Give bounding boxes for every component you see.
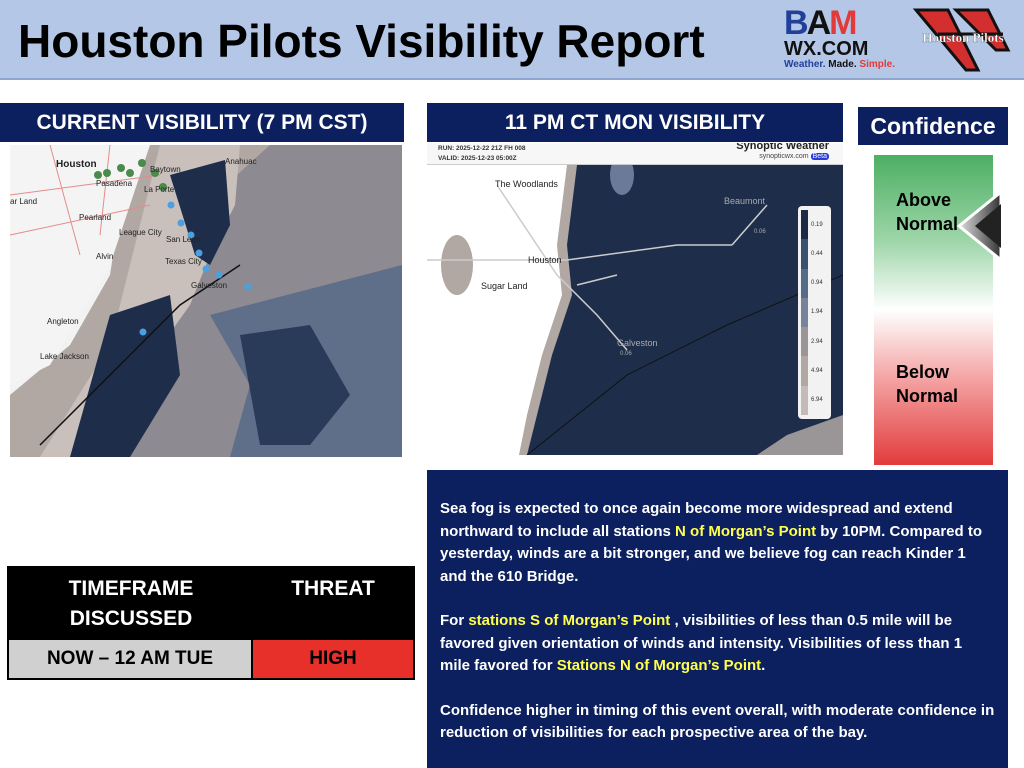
timeframe-cell: NOW – 12 AM TUE — [9, 640, 253, 678]
map-label: Angleton — [47, 317, 79, 326]
map-label: Houston — [528, 255, 562, 265]
legend-swatch — [801, 327, 808, 357]
bam-logo: BAM WX.COM Weather. Made. Simple. — [784, 4, 895, 70]
current-visibility-header: CURRENT VISIBILITY (7 PM CST) — [0, 103, 404, 142]
legend-swatch — [801, 210, 808, 240]
map-label: Pasadena — [96, 179, 133, 188]
map-label: San Leon — [166, 235, 201, 244]
legend-swatch — [801, 268, 808, 298]
threat-header: THREAT — [253, 568, 413, 640]
title-bar: Houston Pilots Visibility Report BAM WX.… — [0, 0, 1024, 80]
legend-value: 0.19 — [811, 221, 823, 228]
legend-item: 6.94 — [801, 385, 828, 415]
map-label: Sugar Land — [481, 281, 528, 291]
beta-badge: Beta — [810, 153, 829, 160]
discussion-paragraph-3: Confidence higher in timing of this even… — [440, 701, 995, 742]
map-label: Galveston — [617, 338, 658, 348]
legend-item: 2.94 — [801, 327, 828, 357]
legend-item: 0.44 — [801, 239, 828, 269]
map-label: Beaumont — [724, 196, 766, 206]
threat-cell: HIGH — [253, 640, 413, 678]
run-label: RUN: 2025-12-22 21Z FH 008 — [438, 145, 526, 152]
legend-swatch — [801, 356, 808, 386]
map-label: League City — [119, 228, 162, 237]
confidence-header: Confidence — [858, 107, 1008, 145]
synoptic-site[interactable]: synopticwx.com — [759, 153, 809, 160]
legend-value: 1.94 — [811, 309, 823, 316]
table-row: NOW – 12 AM TUE HIGH — [9, 640, 413, 678]
map-label: Alvin — [96, 252, 114, 261]
map-label: Pearland — [79, 213, 112, 222]
station-value: 0.06 — [754, 229, 766, 235]
map-label: Baytown — [150, 165, 181, 174]
legend-swatch — [801, 385, 808, 415]
discussion-paragraph-1: Sea fog is expected to once again become… — [440, 500, 983, 585]
map-label: Texas City — [165, 257, 202, 266]
legend-value: 4.94 — [811, 368, 823, 375]
legend-swatch — [801, 239, 808, 269]
forecast-info-bar: RUN: 2025-12-22 21Z FH 008 VALID: 2025-12… — [427, 143, 843, 165]
map-label: The Woodlands — [495, 179, 558, 189]
confidence-indicator-arrow-icon — [955, 188, 1005, 267]
legend-item: 0.94 — [801, 268, 828, 298]
map-label: Anahuac — [225, 157, 257, 166]
below-normal-label: Below Normal — [896, 362, 959, 406]
map-label: La Porte — [144, 185, 175, 194]
legend-item: 0.19 — [801, 210, 828, 240]
map-label: Lake Jackson — [40, 352, 89, 361]
legend-value: 2.94 — [811, 338, 823, 345]
confidence-gauge: Above Normal Below Normal — [874, 155, 993, 465]
threat-table: TIMEFRAME DISCUSSED THREAT NOW – 12 AM T… — [7, 566, 415, 680]
legend-value: 6.94 — [811, 397, 823, 404]
legend-value: 0.94 — [811, 280, 823, 287]
map-label: Houston — [56, 159, 97, 170]
timeframe-header: TIMEFRAME DISCUSSED — [9, 568, 253, 640]
houston-pilots-logo: Houston Pilots — [908, 4, 1018, 76]
map-label: Galveston — [191, 281, 228, 290]
discussion-box: Sea fog is expected to once again become… — [427, 470, 1008, 768]
valid-label: VALID: 2025-12-23 05:00Z — [438, 155, 517, 162]
station-value: 0.06 — [620, 351, 632, 357]
page-title: Houston Pilots Visibility Report — [18, 15, 705, 67]
legend-swatch — [801, 297, 808, 328]
current-visibility-map[interactable]: Houston Baytown Anahuac Pasadena La Port… — [10, 145, 402, 457]
discussion-paragraph-2: For stations S of Morgan’s Point , visib… — [440, 612, 963, 674]
legend-value: 0.44 — [811, 250, 823, 257]
visibility-legend: 0.19 0.44 0.94 1.94 2.94 4.94 6.94 — [798, 206, 831, 419]
forecast-visibility-map[interactable]: RUN: 2025-12-22 21Z FH 008 VALID: 2025-12… — [427, 143, 843, 455]
legend-item: 4.94 — [801, 356, 828, 386]
map-label: ar Land — [10, 197, 38, 206]
synoptic-brand: Synoptic Weather — [736, 143, 829, 152]
svg-text:Houston Pilots: Houston Pilots — [922, 30, 1003, 45]
forecast-visibility-header: 11 PM CT MON VISIBILITY — [427, 103, 843, 142]
legend-item: 1.94 — [801, 297, 828, 328]
above-normal-label: Above Normal — [896, 190, 959, 234]
